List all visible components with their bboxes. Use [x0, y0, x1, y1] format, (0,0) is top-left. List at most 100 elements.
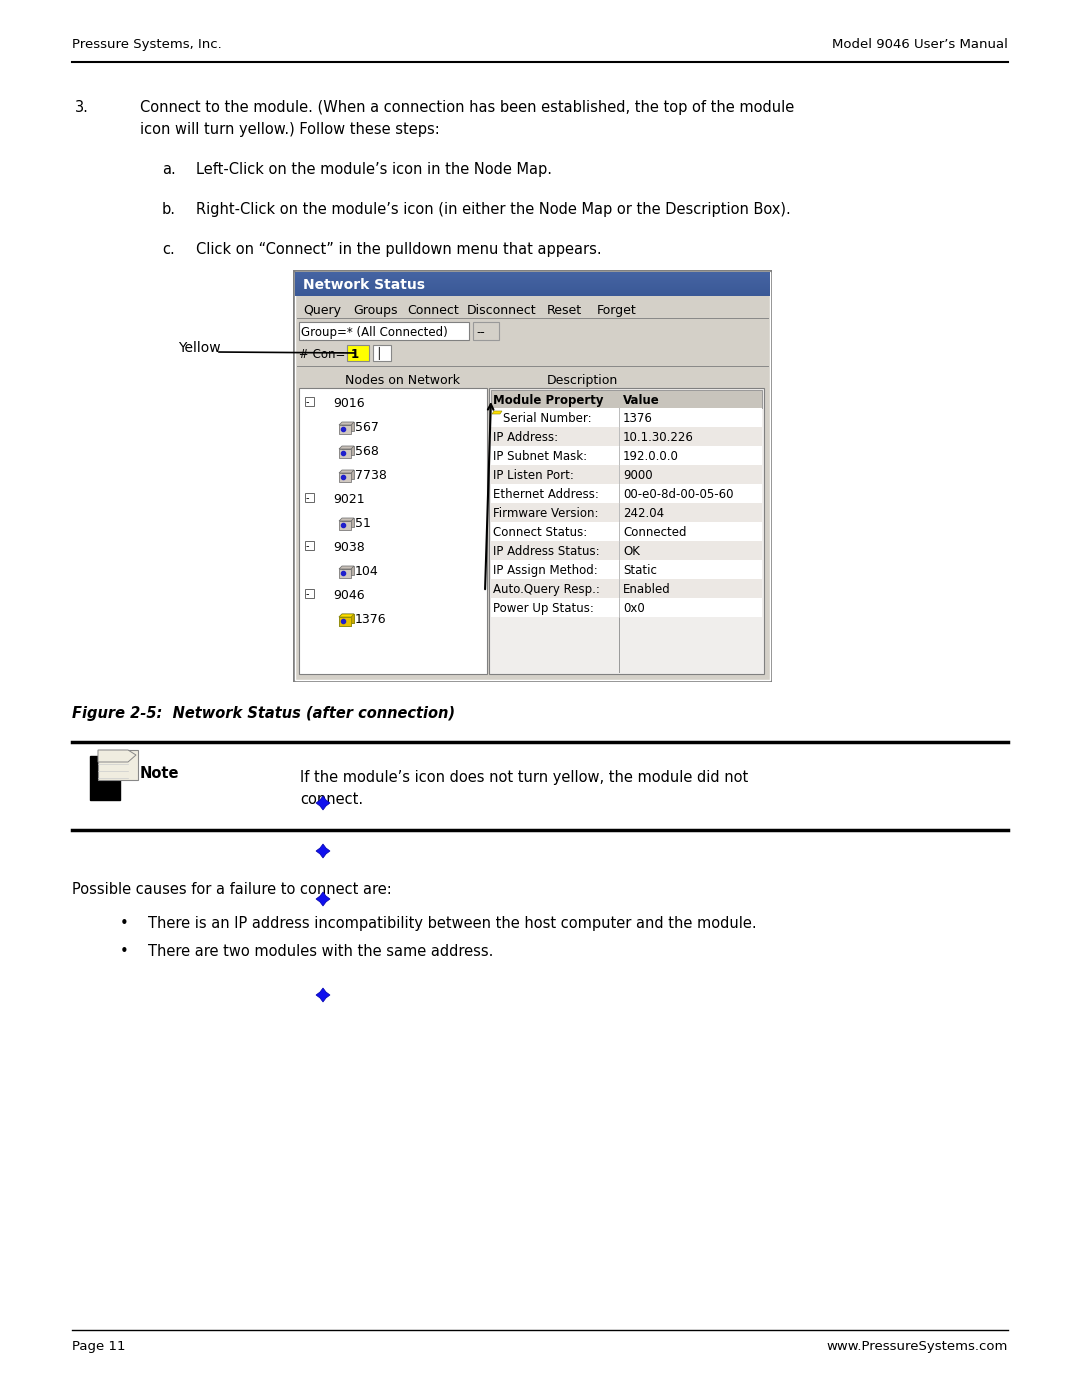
- Text: •: •: [120, 916, 129, 930]
- Polygon shape: [98, 750, 136, 761]
- Bar: [342, 566, 354, 576]
- Text: Nodes on Network: Nodes on Network: [345, 374, 460, 387]
- Text: Groups: Groups: [353, 305, 397, 317]
- Bar: [491, 503, 762, 522]
- Bar: [491, 522, 762, 541]
- Text: Ethernet Address:: Ethernet Address:: [492, 488, 599, 502]
- Text: a.: a.: [162, 162, 176, 177]
- Bar: [342, 615, 354, 623]
- Text: Forget: Forget: [597, 305, 637, 317]
- Text: Model 9046 User’s Manual: Model 9046 User’s Manual: [832, 38, 1008, 52]
- Text: --: --: [476, 326, 485, 339]
- Text: 568: 568: [355, 446, 379, 458]
- Text: connect.: connect.: [300, 792, 363, 807]
- Bar: [299, 321, 469, 339]
- Polygon shape: [316, 988, 330, 1002]
- Text: 9038: 9038: [333, 541, 365, 555]
- Bar: [305, 541, 314, 550]
- Text: Group=* (All Connected): Group=* (All Connected): [301, 326, 448, 339]
- Text: 9000: 9000: [623, 469, 652, 482]
- Text: Note: Note: [140, 766, 179, 781]
- Polygon shape: [316, 844, 330, 858]
- Polygon shape: [492, 411, 502, 414]
- Text: 1: 1: [351, 348, 360, 360]
- Bar: [339, 448, 351, 458]
- Bar: [491, 578, 762, 598]
- Bar: [339, 425, 351, 434]
- Text: Value: Value: [623, 394, 660, 407]
- Bar: [491, 483, 762, 503]
- Text: Left-Click on the module’s icon in the Node Map.: Left-Click on the module’s icon in the N…: [195, 162, 552, 177]
- Text: 242.04: 242.04: [623, 507, 664, 520]
- Text: Connect: Connect: [407, 305, 459, 317]
- Text: Query: Query: [303, 305, 341, 317]
- Text: IP Subnet Mask:: IP Subnet Mask:: [492, 450, 588, 462]
- Text: 3.: 3.: [75, 101, 89, 115]
- Text: If the module’s icon does not turn yellow, the module did not: If the module’s icon does not turn yello…: [300, 770, 748, 785]
- Text: Connect to the module. (When a connection has been established, the top of the m: Connect to the module. (When a connectio…: [140, 101, 794, 115]
- Text: -: -: [306, 493, 310, 503]
- Text: Disconnect: Disconnect: [467, 305, 537, 317]
- Bar: [342, 469, 354, 479]
- Bar: [339, 617, 351, 626]
- Polygon shape: [339, 615, 354, 617]
- Text: 9021: 9021: [333, 493, 365, 506]
- Text: 1376: 1376: [355, 613, 387, 626]
- Text: IP Listen Port:: IP Listen Port:: [492, 469, 573, 482]
- Bar: [339, 617, 351, 626]
- Text: 9016: 9016: [333, 397, 365, 409]
- Text: 104: 104: [355, 564, 379, 578]
- Bar: [339, 521, 351, 529]
- Text: -: -: [306, 397, 310, 407]
- Text: IP Address Status:: IP Address Status:: [492, 545, 599, 557]
- Bar: [342, 615, 354, 623]
- Bar: [373, 345, 391, 360]
- Bar: [489, 388, 764, 673]
- Text: Connected: Connected: [623, 527, 687, 539]
- Text: Serial Number:: Serial Number:: [503, 412, 592, 425]
- Polygon shape: [339, 469, 354, 474]
- Polygon shape: [339, 422, 354, 425]
- Bar: [90, 756, 120, 800]
- Text: 9046: 9046: [333, 590, 365, 602]
- Text: www.PressureSystems.com: www.PressureSystems.com: [826, 1340, 1008, 1354]
- Text: Page 11: Page 11: [72, 1340, 125, 1354]
- Text: Figure 2-5:  Network Status (after connection): Figure 2-5: Network Status (after connec…: [72, 705, 455, 721]
- Bar: [491, 446, 762, 465]
- Bar: [491, 560, 762, 578]
- Text: # Con=: # Con=: [299, 348, 346, 360]
- Text: Power Up Status:: Power Up Status:: [492, 602, 594, 615]
- Polygon shape: [339, 518, 354, 521]
- Text: 10.1.30.226: 10.1.30.226: [623, 432, 693, 444]
- Bar: [342, 422, 354, 432]
- Bar: [491, 427, 762, 446]
- Polygon shape: [316, 893, 330, 907]
- Text: There is an IP address incompatibility between the host computer and the module.: There is an IP address incompatibility b…: [148, 916, 757, 930]
- Bar: [492, 414, 500, 420]
- Bar: [98, 750, 138, 780]
- Text: -: -: [306, 541, 310, 550]
- Text: IP Address:: IP Address:: [492, 432, 558, 444]
- Text: Possible causes for a failure to connect are:: Possible causes for a failure to connect…: [72, 882, 392, 897]
- Bar: [342, 446, 354, 455]
- Bar: [295, 272, 770, 680]
- Bar: [491, 465, 762, 483]
- Text: Click on “Connect” in the pulldown menu that appears.: Click on “Connect” in the pulldown menu …: [195, 242, 602, 257]
- Text: -: -: [306, 590, 310, 599]
- Text: Enabled: Enabled: [623, 583, 671, 597]
- Bar: [293, 270, 772, 682]
- Text: 51: 51: [355, 517, 370, 529]
- Bar: [347, 345, 369, 360]
- Bar: [491, 390, 762, 408]
- Text: Connect Status:: Connect Status:: [492, 527, 588, 539]
- Text: Network Status: Network Status: [303, 278, 426, 292]
- Polygon shape: [316, 796, 330, 810]
- Text: There are two modules with the same address.: There are two modules with the same addr…: [148, 944, 494, 958]
- Bar: [473, 321, 499, 339]
- Text: c.: c.: [162, 242, 175, 257]
- Text: Pressure Systems, Inc.: Pressure Systems, Inc.: [72, 38, 221, 52]
- Bar: [491, 541, 762, 560]
- Text: b.: b.: [162, 203, 176, 217]
- Bar: [491, 598, 762, 617]
- Bar: [494, 411, 502, 416]
